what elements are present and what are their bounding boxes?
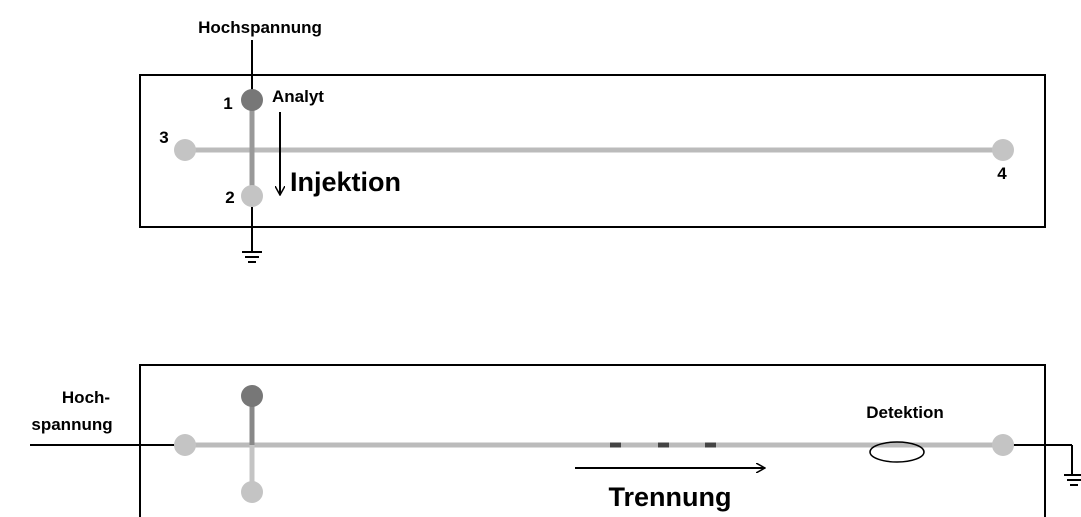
- chip-outline: [139, 74, 1046, 228]
- separation-panel: Hoch- spannung Detektion Trennung: [30, 364, 1081, 517]
- reservoir: [992, 434, 1014, 456]
- reservoir: [241, 481, 263, 503]
- voltage-label: spannung: [31, 415, 112, 434]
- analyte-label: Analyt: [272, 87, 324, 106]
- reservoir: [241, 89, 263, 111]
- detector: [869, 441, 925, 463]
- chip-outline: [139, 364, 1046, 517]
- reservoir: [174, 139, 196, 161]
- reservoir: [241, 385, 263, 407]
- voltage-label: Hochspannung: [198, 18, 322, 37]
- port-label: 4: [997, 164, 1007, 183]
- detection-label: Detektion: [866, 403, 943, 422]
- voltage-label: Hoch-: [62, 388, 110, 407]
- step-label: Trennung: [609, 482, 732, 512]
- reservoir: [992, 139, 1014, 161]
- port-label: 1: [223, 94, 232, 113]
- injection-panel: Hochspannung 1 2 3 4 Analyt Injektion: [139, 18, 1046, 263]
- ground-symbol: [242, 251, 262, 263]
- reservoir: [174, 434, 196, 456]
- reservoir: [241, 185, 263, 207]
- port-label: 3: [159, 128, 168, 147]
- step-label: Injektion: [290, 167, 401, 197]
- port-label: 2: [225, 188, 234, 207]
- ground-symbol: [1064, 474, 1081, 486]
